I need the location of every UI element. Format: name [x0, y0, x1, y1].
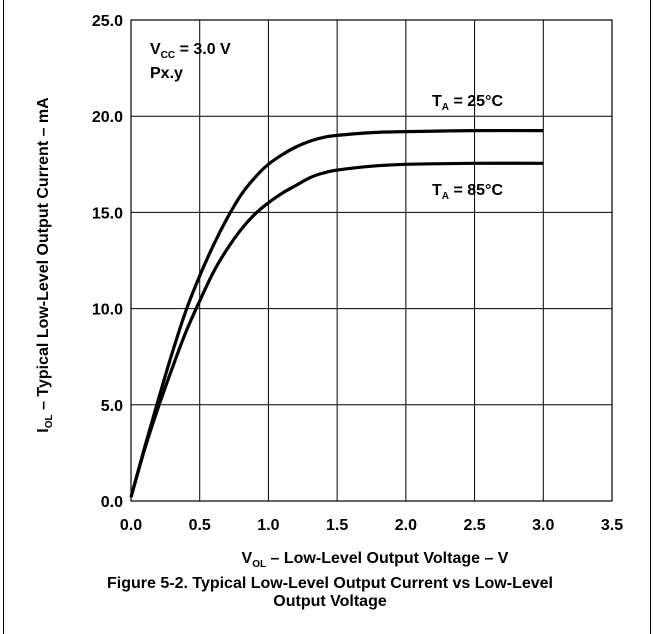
- x-tick-label: 3.5: [601, 517, 623, 534]
- x-tick-label: 2.0: [395, 517, 417, 534]
- y-tick-label: 0.0: [101, 494, 123, 511]
- series-line-85c: [129, 161, 544, 498]
- x-tick-label: 2.5: [463, 517, 485, 534]
- grid-layer: [131, 20, 612, 501]
- page-border-right: [650, 0, 651, 634]
- y-tick-label: 5.0: [101, 398, 123, 415]
- tick-layer: 0.0 0.5 1.0 1.5 2.0 2.5 3.0 3.5 0.0 5.0 10.0 15.0 20…: [92, 13, 623, 534]
- y-axis-label: IOL – Typical Low-Level Output Current –…: [35, 97, 55, 433]
- page-border-left: [3, 0, 4, 634]
- pin-annotation: Px.y: [150, 65, 183, 82]
- y-tick-label: 15.0: [92, 205, 123, 222]
- y-tick-label: 20.0: [92, 109, 123, 126]
- series-line-25c: [129, 128, 544, 498]
- plot-frame: [130, 19, 613, 502]
- figure-caption-line1: Figure 5-2. Typical Low-Level Output Cur…: [107, 575, 553, 592]
- series-label-25c: TA = 25°C: [432, 93, 503, 113]
- figure-caption-line2: Output Voltage: [273, 593, 387, 610]
- series-layer: [129, 128, 544, 498]
- x-tick-label: 3.0: [532, 517, 554, 534]
- x-tick-label: 1.5: [326, 517, 348, 534]
- vcc-annotation: VCC = 3.0 V: [150, 41, 231, 61]
- x-tick-label: 0.5: [189, 517, 211, 534]
- y-tick-label: 25.0: [92, 13, 123, 30]
- y-tick-label: 10.0: [92, 302, 123, 319]
- series-label-85c: TA = 85°C: [432, 182, 503, 202]
- x-tick-label: 1.0: [257, 517, 279, 534]
- x-axis-label: VOL – Low-Level Output Voltage – V: [242, 550, 509, 570]
- x-tick-label: 0.0: [120, 517, 142, 534]
